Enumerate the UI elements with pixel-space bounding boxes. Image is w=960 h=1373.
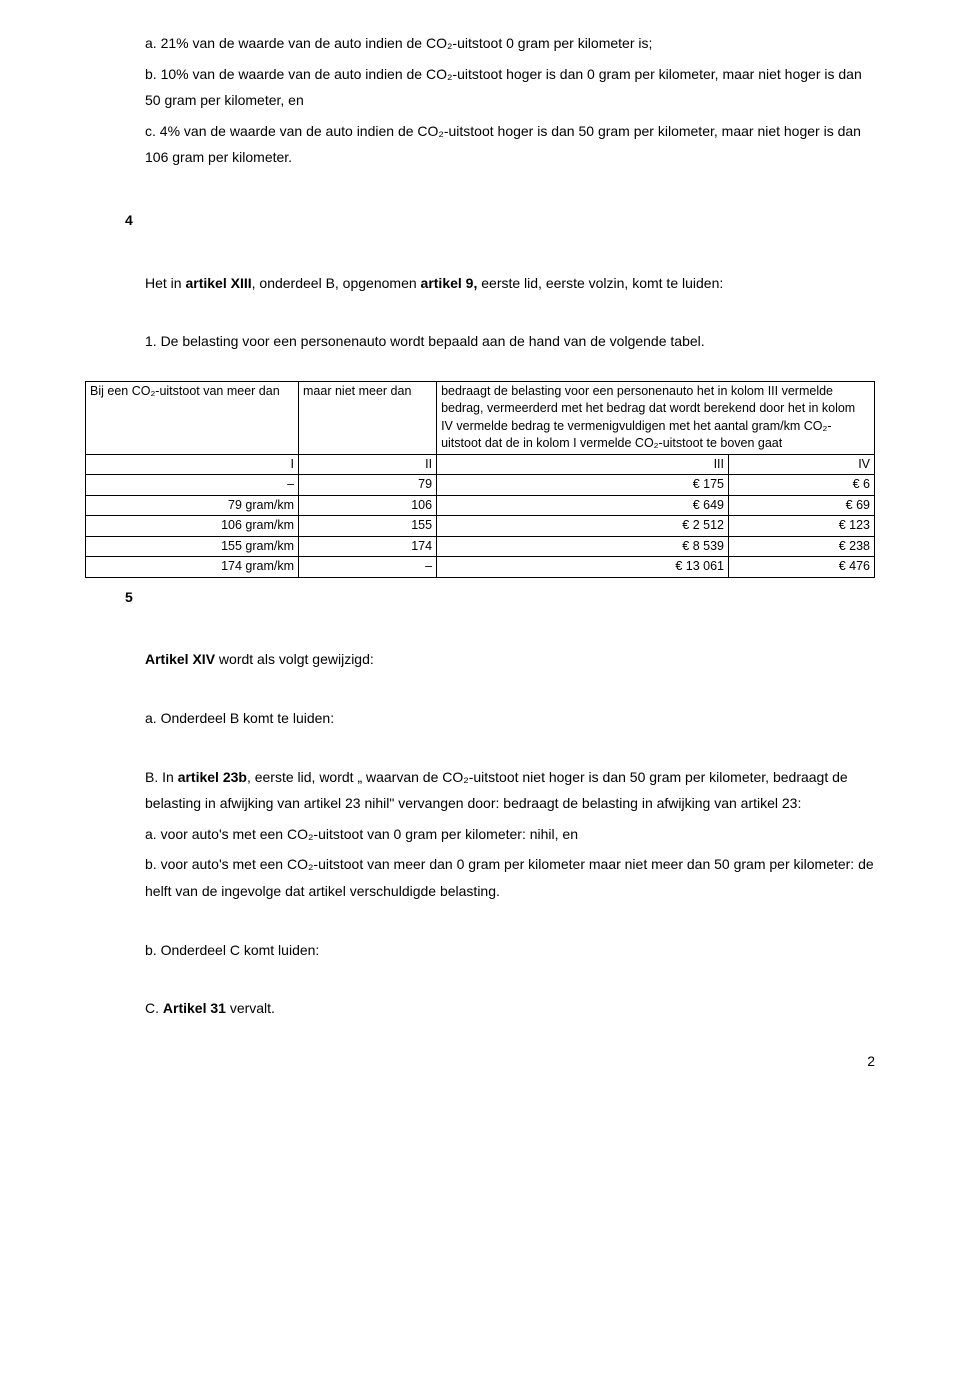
table-row: 155 gram/km 174 € 8 539 € 238 <box>86 536 875 557</box>
table-header-1: Bij een CO₂-uitstoot van meer dan <box>86 381 299 454</box>
roman-3: III <box>437 454 729 475</box>
cell: 155 <box>299 516 437 537</box>
text: , eerste lid, wordt „ waarvan de CO₂-uit… <box>145 769 848 812</box>
section-5-C: C. Artikel 31 vervalt. <box>145 995 875 1022</box>
cell: € 123 <box>729 516 875 537</box>
table-roman-row: I II III IV <box>86 454 875 475</box>
cell: 106 gram/km <box>86 516 299 537</box>
text: vervalt. <box>226 1000 275 1016</box>
bold-artikel-9: artikel 9, <box>421 275 478 291</box>
section-5-lead: Artikel XIV wordt als volgt gewijzigd: <box>145 646 875 673</box>
section-4-p1: 1. De belasting voor een personenauto wo… <box>145 328 875 355</box>
section-5-sub-a: a. voor auto's met een CO₂-uitstoot van … <box>145 821 875 848</box>
cell: – <box>299 557 437 578</box>
text: eerste lid, eerste volzin, komt te luide… <box>477 275 723 291</box>
text: B. In <box>145 769 178 785</box>
cell: € 6 <box>729 475 875 496</box>
cell: – <box>86 475 299 496</box>
section-5-B: B. In artikel 23b, eerste lid, wordt „ w… <box>145 764 875 817</box>
table-row: 174 gram/km – € 13 061 € 476 <box>86 557 875 578</box>
section-4-lead: Het in artikel XIII, onderdeel B, opgeno… <box>145 270 875 297</box>
cell: 174 gram/km <box>86 557 299 578</box>
roman-2: II <box>299 454 437 475</box>
roman-1: I <box>86 454 299 475</box>
intro-item-a: a. 21% van de waarde van de auto indien … <box>145 30 875 57</box>
table-row: 79 gram/km 106 € 649 € 69 <box>86 495 875 516</box>
section-5-number: 5 <box>125 584 875 611</box>
cell: € 238 <box>729 536 875 557</box>
cell: € 2 512 <box>437 516 729 537</box>
cell: € 476 <box>729 557 875 578</box>
bold-artikel-31: Artikel 31 <box>163 1000 226 1016</box>
section-5-sub-b: b. voor auto's met een CO₂-uitstoot van … <box>145 851 875 904</box>
bold-artikel-23b: artikel 23b <box>178 769 247 785</box>
page-number: 2 <box>85 1048 875 1075</box>
section-4-number: 4 <box>125 207 875 234</box>
intro-item-b: b. 10% van de waarde van de auto indien … <box>145 61 875 114</box>
cell: € 8 539 <box>437 536 729 557</box>
table-header-3: bedraagt de belasting voor een personena… <box>437 381 875 454</box>
table-header-row: Bij een CO₂-uitstoot van meer dan maar n… <box>86 381 875 454</box>
cell: 174 <box>299 536 437 557</box>
intro-item-c: c. 4% van de waarde van de auto indien d… <box>145 118 875 171</box>
table-header-2: maar niet meer dan <box>299 381 437 454</box>
section-5-a: a. Onderdeel B komt te luiden: <box>145 705 875 732</box>
cell: 79 gram/km <box>86 495 299 516</box>
table-row: – 79 € 175 € 6 <box>86 475 875 496</box>
section-4-body: Het in artikel XIII, onderdeel B, opgeno… <box>125 270 875 355</box>
text: , onderdeel B, opgenomen <box>252 275 421 291</box>
cell: 155 gram/km <box>86 536 299 557</box>
tax-table: Bij een CO₂-uitstoot van meer dan maar n… <box>85 381 875 578</box>
bold-artikel-xiv: Artikel XIV <box>145 651 215 667</box>
section-5-b2: b. Onderdeel C komt luiden: <box>145 937 875 964</box>
text: wordt als volgt gewijzigd: <box>215 651 374 667</box>
text: C. <box>145 1000 163 1016</box>
intro-block: a. 21% van de waarde van de auto indien … <box>125 30 875 171</box>
cell: 106 <box>299 495 437 516</box>
bold-artikel-xiii: artikel XIII <box>185 275 251 291</box>
text: Het in <box>145 275 185 291</box>
cell: € 649 <box>437 495 729 516</box>
cell: € 175 <box>437 475 729 496</box>
cell: 79 <box>299 475 437 496</box>
table-row: 106 gram/km 155 € 2 512 € 123 <box>86 516 875 537</box>
section-5-body: Artikel XIV wordt als volgt gewijzigd: a… <box>125 646 875 1021</box>
cell: € 13 061 <box>437 557 729 578</box>
cell: € 69 <box>729 495 875 516</box>
roman-4: IV <box>729 454 875 475</box>
